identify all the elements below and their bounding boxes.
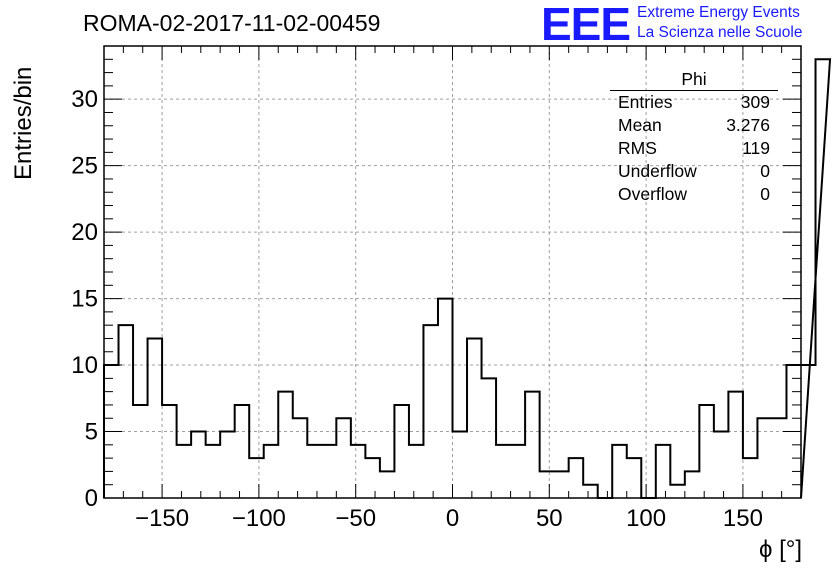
histogram-bin <box>351 445 366 498</box>
stats-row-entries: Entries 309 <box>610 91 778 114</box>
histogram-bin <box>670 485 685 498</box>
stats-label: RMS <box>618 138 657 158</box>
histogram-bin <box>656 445 671 498</box>
y-tick-label: 5 <box>85 419 98 446</box>
logo-caption-line-1: Extreme Energy Events <box>637 4 800 21</box>
y-axis-label: Entries/bin <box>10 66 37 180</box>
histogram-bin <box>409 445 424 498</box>
histogram-bin <box>627 458 642 498</box>
stats-box: Phi Entries 309 Mean 3.276 RMS 119 Under… <box>610 70 778 206</box>
x-tick-label: 150 <box>723 505 763 532</box>
x-tick-label: −100 <box>232 505 286 532</box>
histogram-bin <box>699 405 714 498</box>
x-tick-label: −150 <box>135 505 189 532</box>
histogram-bin <box>365 458 380 498</box>
histogram-bin <box>438 299 453 498</box>
histogram-bin <box>191 432 206 498</box>
histogram-bin <box>322 445 337 498</box>
histogram-bin <box>206 445 221 498</box>
histogram-bin <box>453 432 468 498</box>
histogram-bin <box>264 445 279 498</box>
stats-title: Phi <box>610 70 778 91</box>
histogram-bin <box>757 418 772 498</box>
histogram-bin <box>119 325 134 498</box>
stats-row-overflow: Overflow 0 <box>610 183 778 206</box>
histogram-bin <box>249 458 264 498</box>
histogram-bin <box>772 418 787 498</box>
y-tick-label: 30 <box>71 86 98 113</box>
stats-value: 309 <box>740 92 770 112</box>
stats-label: Underflow <box>618 161 697 181</box>
plot-frame <box>103 45 802 499</box>
histogram-bin <box>162 405 177 498</box>
histogram-bin <box>220 432 235 498</box>
histogram-bin <box>133 405 148 498</box>
histogram-bin <box>235 405 250 498</box>
histogram-bin <box>540 471 555 498</box>
x-tick-label: 0 <box>446 505 459 532</box>
histogram-bin <box>482 378 497 498</box>
histogram-bin <box>496 445 511 498</box>
histogram-bin <box>394 405 409 498</box>
histogram-bin <box>467 338 482 498</box>
histogram-bin <box>583 485 598 498</box>
stats-row-mean: Mean 3.276 <box>610 114 778 137</box>
stats-value: 119 <box>742 138 770 158</box>
stats-value: 3.276 <box>726 115 770 135</box>
stats-row-underflow: Underflow 0 <box>610 160 778 183</box>
histogram-bin <box>728 392 743 498</box>
x-tick-label: 100 <box>626 505 666 532</box>
y-tick-label: 10 <box>71 352 98 379</box>
histogram-bin <box>148 338 163 498</box>
stats-row-rms: RMS 119 <box>610 137 778 160</box>
histogram-bin <box>612 445 627 498</box>
histogram-bin <box>307 445 322 498</box>
logo-caption-line-2: La Scienza nelle Scuole <box>637 24 803 41</box>
x-tick-label: −50 <box>335 505 376 532</box>
histogram-bin <box>293 418 308 498</box>
logo-caption: Extreme Energy Events La Scienza nelle S… <box>637 3 802 43</box>
histogram-bin <box>816 59 831 498</box>
histogram-bin <box>511 445 526 498</box>
histogram-bin <box>423 325 438 498</box>
histogram-bin <box>714 432 729 498</box>
histogram-bin <box>743 458 758 498</box>
x-axis-label: ϕ [°] <box>758 536 802 563</box>
y-tick-label: 15 <box>71 286 98 313</box>
histogram-bin <box>525 392 540 498</box>
y-tick-label: 20 <box>71 219 98 246</box>
histogram-bin <box>336 418 351 498</box>
stats-value: 0 <box>760 184 770 204</box>
stats-value: 0 <box>760 161 770 181</box>
histogram-bin <box>177 445 192 498</box>
histogram-bin <box>554 471 569 498</box>
chart-title: ROMA-02-2017-11-02-00459 <box>83 10 381 36</box>
y-tick-label: 25 <box>71 153 98 180</box>
histogram-bin <box>380 471 395 498</box>
stats-label: Overflow <box>618 184 688 204</box>
histogram-bin <box>278 392 293 498</box>
eee-logo: EEE <box>541 0 631 50</box>
stats-label: Mean <box>618 115 662 135</box>
x-tick-label: 50 <box>536 505 563 532</box>
histogram-outline <box>103 58 832 499</box>
y-tick-label: 0 <box>85 485 98 512</box>
stats-label: Entries <box>618 92 673 112</box>
histogram-bin <box>685 471 700 498</box>
histogram-bin <box>569 458 584 498</box>
